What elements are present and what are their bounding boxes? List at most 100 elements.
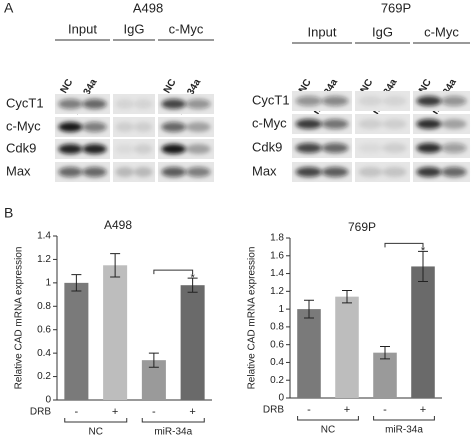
blot-title: 769P bbox=[381, 0, 411, 15]
blot-strip bbox=[158, 117, 214, 137]
x-tick-label: - bbox=[152, 406, 156, 418]
blot-band bbox=[382, 96, 407, 106]
panel-label: A bbox=[4, 0, 14, 16]
row-label: c-Myc bbox=[6, 118, 41, 133]
bar bbox=[411, 266, 435, 398]
chart-title: 769P bbox=[348, 220, 376, 234]
blot-band bbox=[134, 122, 153, 132]
blot-band bbox=[382, 119, 407, 129]
error-bar bbox=[342, 289, 352, 304]
blot-strip bbox=[292, 114, 352, 134]
y-axis-label: Relative CAD mRNA expression bbox=[247, 247, 258, 390]
significance-mark: * bbox=[190, 272, 195, 284]
y-tick-label: 1 bbox=[278, 304, 284, 315]
blot-strip bbox=[413, 91, 470, 111]
blot-band bbox=[295, 143, 322, 153]
lane-label: NC bbox=[59, 77, 76, 95]
y-tick-label: 1 bbox=[45, 277, 51, 288]
group-header: Input bbox=[68, 21, 97, 36]
blot-strip bbox=[292, 138, 352, 158]
y-tick-label: 0.2 bbox=[37, 371, 51, 382]
blot-band bbox=[82, 122, 107, 132]
y-axis-label: Relative CAD mRNA expression bbox=[14, 247, 25, 390]
group-header: IgG bbox=[372, 24, 393, 39]
blot-band bbox=[115, 144, 134, 154]
y-tick-label: 0.4 bbox=[270, 357, 284, 368]
blot-band bbox=[358, 143, 383, 153]
blot-band bbox=[161, 122, 186, 132]
blot-band bbox=[134, 99, 153, 109]
x-tick-label: + bbox=[112, 406, 118, 418]
group-bracket bbox=[141, 418, 205, 423]
blot-strip bbox=[413, 138, 470, 158]
error-bar bbox=[71, 274, 82, 292]
row-label: c-Myc bbox=[252, 115, 287, 130]
blot-band bbox=[58, 144, 83, 154]
blot-strip bbox=[158, 162, 214, 182]
blot-band bbox=[441, 96, 467, 106]
x-tick-label: - bbox=[383, 404, 387, 416]
blot-band bbox=[82, 144, 107, 154]
blot-band bbox=[186, 144, 211, 154]
bar bbox=[180, 285, 205, 400]
y-tick-label: 1.8 bbox=[270, 233, 284, 244]
x-axis-label: DRB bbox=[30, 407, 51, 418]
error-bar bbox=[110, 253, 121, 278]
x-tick-label: + bbox=[189, 406, 195, 418]
blot-strip bbox=[413, 162, 470, 182]
blot-band bbox=[358, 167, 383, 177]
blot-band bbox=[416, 143, 442, 153]
row-label: Cdk9 bbox=[252, 139, 282, 154]
group-label: NC bbox=[321, 425, 335, 436]
blot-band bbox=[416, 96, 442, 106]
row-label: Cdk9 bbox=[6, 140, 36, 155]
y-tick-label: 0.8 bbox=[270, 322, 284, 333]
bar bbox=[103, 265, 128, 400]
bar bbox=[64, 282, 89, 400]
blot-band bbox=[186, 167, 211, 177]
row-label: Max bbox=[6, 163, 31, 178]
row-label: Max bbox=[252, 163, 277, 178]
blot-band bbox=[58, 99, 83, 109]
blot-band bbox=[161, 99, 186, 109]
blot-band bbox=[58, 167, 83, 177]
blot-strip bbox=[292, 91, 352, 111]
group-bracket bbox=[297, 416, 359, 421]
error-bar bbox=[148, 352, 159, 368]
blot-band bbox=[322, 119, 349, 129]
blot-band bbox=[134, 144, 153, 154]
blot-band bbox=[416, 167, 442, 177]
error-bar bbox=[380, 345, 390, 360]
group-header: c-Myc bbox=[169, 21, 204, 36]
bar bbox=[297, 309, 321, 398]
blot-strip bbox=[355, 138, 410, 158]
blot-strip bbox=[292, 162, 352, 182]
bar bbox=[335, 296, 359, 398]
blot-band bbox=[441, 143, 467, 153]
significance-bracket bbox=[384, 242, 424, 248]
blot-band bbox=[358, 119, 383, 129]
y-tick-label: 1.6 bbox=[270, 250, 284, 261]
error-bar bbox=[304, 299, 314, 319]
blot-band bbox=[382, 167, 407, 177]
bar bbox=[373, 352, 397, 398]
blot-band bbox=[115, 167, 134, 177]
y-tick-label: 0.8 bbox=[37, 301, 51, 312]
blot-band bbox=[441, 167, 467, 177]
blot-band bbox=[382, 143, 407, 153]
blot-title: A498 bbox=[133, 0, 163, 15]
y-tick-label: 0 bbox=[278, 393, 284, 404]
blot-band bbox=[416, 119, 442, 129]
x-tick-label: - bbox=[75, 406, 79, 418]
row-label: CycT1 bbox=[6, 95, 44, 110]
y-tick-label: 0.2 bbox=[270, 375, 284, 386]
y-tick-label: 0 bbox=[45, 395, 51, 406]
y-tick-label: 1.2 bbox=[270, 286, 284, 297]
group-header: Input bbox=[308, 24, 337, 39]
group-label: NC bbox=[89, 427, 103, 438]
blot-strip bbox=[355, 114, 410, 134]
y-tick-label: 0.6 bbox=[37, 324, 51, 335]
y-tick-label: 0.6 bbox=[270, 339, 284, 350]
blot-band bbox=[82, 167, 107, 177]
group-bracket bbox=[373, 416, 435, 421]
